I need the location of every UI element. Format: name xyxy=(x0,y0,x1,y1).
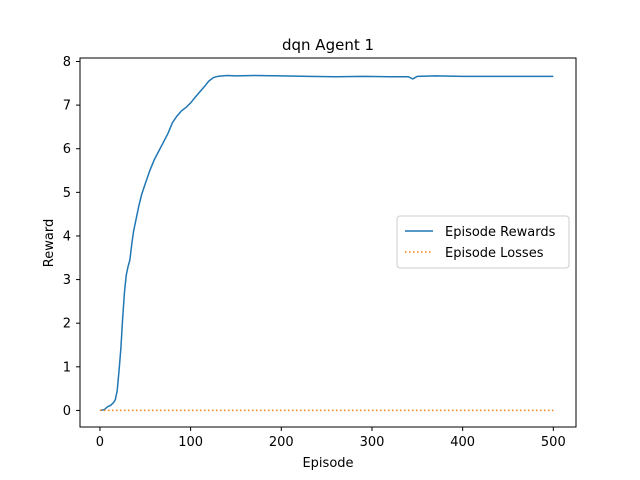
y-tick-label: 4 xyxy=(63,229,71,244)
y-tick-label: 2 xyxy=(63,317,71,332)
x-axis-label: Episode xyxy=(302,456,353,471)
x-tick-label: 300 xyxy=(360,435,385,450)
x-tick-label: 400 xyxy=(450,435,475,450)
x-tick-label: 100 xyxy=(178,435,203,450)
y-tick-label: 8 xyxy=(63,55,71,70)
x-axis-ticks: 0 100 200 300 400 500 xyxy=(96,427,566,450)
legend-label-episode-rewards: Episode Rewards xyxy=(445,225,556,240)
y-tick-label: 7 xyxy=(63,99,71,114)
x-tick-label: 200 xyxy=(269,435,294,450)
legend-label-episode-losses: Episode Losses xyxy=(445,246,544,261)
y-axis-label: Reward xyxy=(42,219,57,267)
x-tick-label: 500 xyxy=(541,435,566,450)
legend-box xyxy=(396,215,570,269)
legend: Episode Rewards Episode Losses xyxy=(396,215,570,269)
y-tick-label: 5 xyxy=(63,186,71,201)
y-tick-label: 1 xyxy=(63,360,71,375)
y-tick-label: 3 xyxy=(63,273,71,288)
y-tick-label: 6 xyxy=(63,142,71,157)
plot-frame xyxy=(79,57,577,428)
x-tick-label: 0 xyxy=(96,435,104,450)
plot-area xyxy=(99,74,554,412)
series-line-episode-rewards xyxy=(99,74,554,412)
y-axis-ticks: 0 1 2 3 4 5 6 7 8 xyxy=(63,55,80,419)
chart-title: dqn Agent 1 xyxy=(282,36,374,54)
y-tick-label: 0 xyxy=(63,404,71,419)
